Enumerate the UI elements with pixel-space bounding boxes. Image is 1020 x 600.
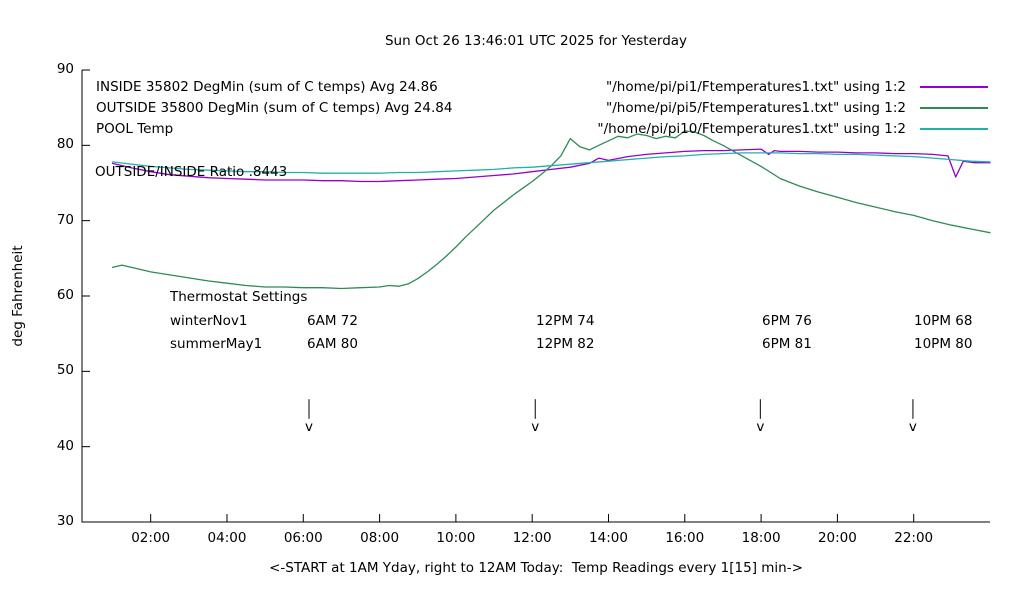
x-tick-label: 08:00 [360, 530, 400, 546]
legend-series-label: OUTSIDE 35800 DegMin (sum of C temps) Av… [96, 99, 453, 116]
legend-file-path: "/home/pi/pi10/Ftemperatures1.txt" using… [597, 120, 906, 137]
thermostat-setting: 12PM 74 [536, 313, 595, 329]
x-tick-label: 18:00 [741, 530, 781, 546]
x-tick-label: 12:00 [512, 530, 552, 546]
legend-row-outside: OUTSIDE 35800 DegMin (sum of C temps) Av… [96, 97, 988, 118]
y-tick-label: 30 [56, 513, 74, 529]
chart-title: Sun Oct 26 13:46:01 UTC 2025 for Yesterd… [384, 33, 688, 49]
x-tick-label: 10:00 [436, 530, 476, 546]
x-tick-label: 16:00 [665, 530, 705, 546]
legend-series-label: INSIDE 35802 DegMin (sum of C temps) Avg… [96, 78, 438, 95]
down-arrow-icon: v [756, 418, 765, 435]
down-arrow-icon: v [531, 418, 540, 435]
thermostat-setting: 10PM 80 [914, 336, 973, 352]
thermostat-setting: 6AM 72 [307, 313, 358, 329]
thermostat-settings-title: Thermostat Settings [170, 289, 308, 305]
y-tick-label: 40 [56, 437, 74, 454]
thermostat-setting: 6PM 76 [762, 313, 812, 329]
y-tick-label: 50 [56, 362, 74, 379]
legend-line-sample [920, 106, 988, 109]
thermostat-setting: 6AM 80 [307, 336, 358, 352]
down-arrow-icon: v [908, 418, 917, 435]
legend-row-pool: POOL Temp "/home/pi/pi10/Ftemperatures1.… [96, 118, 988, 139]
y-tick-label: 80 [56, 136, 74, 153]
y-tick-label: 60 [56, 287, 74, 303]
y-tick-label: 70 [56, 211, 74, 228]
legend-line-sample [920, 85, 988, 88]
legend-series-label: POOL Temp [96, 120, 174, 137]
thermostat-setting: 6PM 81 [762, 336, 812, 352]
x-tick-label: 04:00 [207, 530, 247, 546]
x-tick-label: 14:00 [589, 530, 628, 546]
legend-row-inside: INSIDE 35802 DegMin (sum of C temps) Avg… [96, 76, 988, 97]
thermostat-row-winter: winterNov1 6AM 72 12PM 74 6PM 76 10PM 68 [0, 313, 1020, 333]
legend-line-sample [920, 127, 988, 130]
x-tick-label: 06:00 [283, 530, 323, 546]
legend-file-path: "/home/pi/pi5/Ftemperatures1.txt" using … [606, 99, 906, 116]
y-tick-label: 90 [56, 61, 74, 77]
thermostat-season: winterNov1 [170, 313, 248, 329]
legend-file-path: "/home/pi/pi1/Ftemperatures1.txt" using … [606, 78, 906, 95]
x-tick-label: 02:00 [131, 530, 171, 546]
x-tick-label: 22:00 [894, 530, 934, 546]
thermostat-setting: 12PM 82 [536, 336, 595, 352]
thermostat-row-summer: summerMay1 6AM 80 12PM 82 6PM 81 10PM 80 [0, 336, 1020, 356]
thermostat-setting: 10PM 68 [914, 313, 973, 329]
thermostat-season: summerMay1 [170, 336, 263, 352]
x-axis-label: <-START at 1AM Yday, right to 12AM Today… [269, 560, 803, 576]
outside-inside-ratio: OUTSIDE/INSIDE Ratio .8443 [95, 164, 288, 180]
down-arrow-icon: v [305, 418, 313, 435]
legend: INSIDE 35802 DegMin (sum of C temps) Avg… [96, 76, 988, 139]
x-tick-label: 20:00 [817, 530, 857, 546]
